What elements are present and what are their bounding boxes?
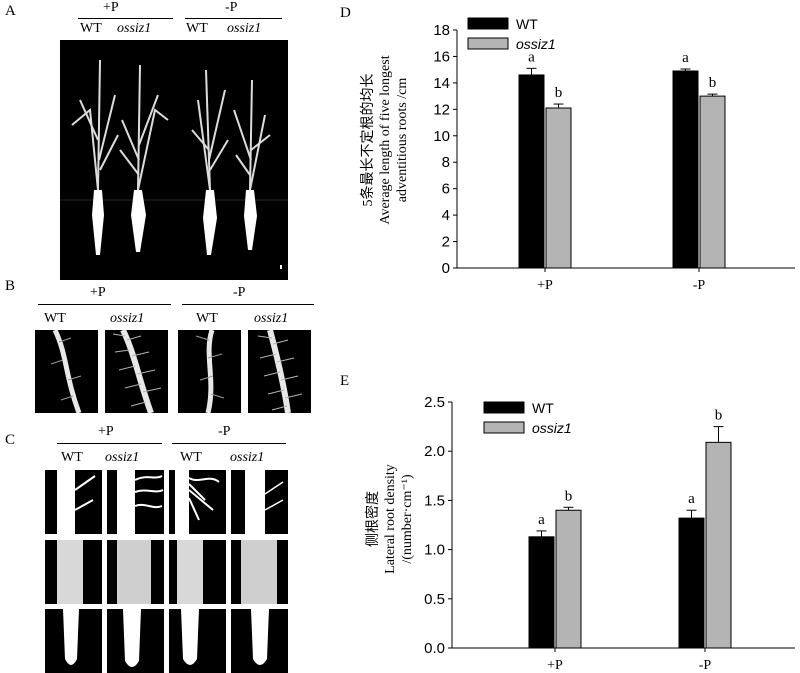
panel-a-rule-minus-p <box>185 18 282 19</box>
chart-d-y-tick-label: 14 <box>433 75 450 92</box>
chart-d-y-tick-label: 18 <box>433 22 450 39</box>
panel-a-genotype-mutant-minus: ossiz1 <box>227 21 262 36</box>
chart-d-panel-letter: D <box>340 5 351 21</box>
chart-d-y-axis-label: 5条最长不定根的均长 <box>359 74 376 207</box>
panel-b-rule-minus-p <box>182 304 314 305</box>
panel-c-genotype-wt-minus: WT <box>180 450 202 465</box>
panel-c-photo-r3-c3 <box>169 609 226 673</box>
panel-c-photo-r3-c2 <box>107 609 164 673</box>
chart-e-significance-label: a <box>688 491 695 507</box>
chart-e-significance-label: a <box>538 512 545 528</box>
panel-c-letter: C <box>5 432 16 448</box>
chart-e-lateral-root-density: E 0.0 0.5 1.0 1.5 2.0 2.5 +P -P a a b b WT ossiz1 侧根密度 L… <box>340 373 795 673</box>
panel-a-rule-plus-p <box>78 18 173 19</box>
chart-e-legend-swatch <box>483 401 525 414</box>
chart-d-legend-swatch <box>467 17 509 30</box>
chart-e-significance-label: b <box>565 488 573 504</box>
chart-e-legend-label: WT <box>532 400 554 416</box>
chart-e-y-tick-label: 1.0 <box>424 542 445 559</box>
panel-c-photo-r3-c4 <box>231 609 288 673</box>
chart-e-legend-swatch <box>483 421 525 434</box>
panel-b-rule-plus-p <box>38 304 171 305</box>
chart-e-bar <box>528 536 555 649</box>
panel-b-genotype-wt-plus: WT <box>44 311 66 326</box>
chart-d-y-tick-label: 8 <box>442 154 450 171</box>
panel-c-rule-plus-p <box>57 443 162 444</box>
panel-a-genotype-mutant-plus: ossiz1 <box>117 21 152 36</box>
panel-c-photo-r1-c4 <box>231 470 288 534</box>
chart-d-bar <box>672 70 699 269</box>
chart-d-y-axis-label: Average length of five longest <box>378 55 393 224</box>
chart-d-legend-label: ossiz1 <box>516 36 556 52</box>
chart-d-bar <box>699 95 726 269</box>
chart-e-x-tick-label: -P <box>699 658 712 673</box>
chart-d-significance-label: a <box>528 49 535 65</box>
chart-d-x-tick-label: -P <box>693 278 706 293</box>
chart-e-x-tick-label: +P <box>547 658 563 673</box>
panel-a-condition-plus-p: +P <box>103 0 119 15</box>
chart-e-bar <box>555 509 582 649</box>
panel-c-rule-minus-p <box>172 443 286 444</box>
chart-e-legend-label: ossiz1 <box>532 420 572 436</box>
chart-d-avg-root-length: D 0 2 4 6 8 10 12 14 16 18 +P -P a a b b WT ossiz1 5条最长不定根的… <box>340 5 795 293</box>
panel-b-genotype-mutant-plus: ossiz1 <box>110 311 145 326</box>
panel-c-genotype-mutant-plus: ossiz1 <box>105 450 140 465</box>
chart-e-y-axis-label: /(number·cm⁻¹) <box>400 474 415 564</box>
panel-c-genotype-wt-plus: WT <box>61 450 83 465</box>
panel-a-plant-photo <box>60 40 288 280</box>
panel-a-condition-minus-p: -P <box>225 0 238 15</box>
panel-c-photo-r2-c4 <box>231 540 288 604</box>
chart-d-y-tick-label: 10 <box>433 128 450 145</box>
panel-a-genotype-wt-plus: WT <box>80 21 102 36</box>
panel-c-photo-r2-c1 <box>45 540 102 604</box>
chart-d-y-tick-label: 16 <box>433 48 450 65</box>
panel-c-photo-r1-c1 <box>45 470 102 534</box>
panel-b-condition-minus-p: -P <box>233 285 246 300</box>
chart-e-y-tick-label: 2.0 <box>424 443 445 460</box>
panel-c-genotype-mutant-minus: ossiz1 <box>230 450 265 465</box>
chart-e-significance-label: b <box>715 408 723 424</box>
panel-b-condition-plus-p: +P <box>90 285 106 300</box>
chart-e-y-tick-label: 0.5 <box>424 591 445 608</box>
panel-b-genotype-mutant-minus: ossiz1 <box>254 311 289 326</box>
panel-a-genotype-wt-minus: WT <box>186 21 208 36</box>
plant-illustration <box>60 59 288 269</box>
panel-c-condition-plus-p: +P <box>98 424 114 439</box>
chart-d-significance-label: b <box>555 85 563 101</box>
chart-e-bar <box>705 441 732 649</box>
chart-e-y-axis-label: Lateral root density <box>383 464 398 574</box>
chart-e-y-tick-label: 2.5 <box>424 394 445 411</box>
panel-c-condition-minus-p: -P <box>218 424 231 439</box>
chart-d-y-tick-label: 12 <box>433 101 450 118</box>
chart-d-significance-label: b <box>709 75 717 91</box>
panel-a-letter: A <box>5 3 16 19</box>
chart-d-y-tick-label: 0 <box>442 260 450 277</box>
chart-d-y-tick-label: 4 <box>442 207 450 224</box>
chart-e-y-tick-label: 0.0 <box>424 640 445 657</box>
panel-c-photo-r1-c2 <box>107 470 164 534</box>
panel-c-photo-r1-c3 <box>169 470 226 534</box>
chart-e-bar <box>678 517 705 649</box>
panel-b-genotype-wt-minus: WT <box>196 311 218 326</box>
chart-d-legend-swatch <box>467 37 509 50</box>
chart-d-bar <box>545 107 572 269</box>
chart-d-legend-label: WT <box>516 16 538 32</box>
chart-d-y-tick-label: 2 <box>442 234 450 251</box>
chart-e-y-axis-label: 侧根密度 <box>364 491 381 547</box>
panel-b-root-photo-3 <box>178 330 241 413</box>
panel-c-photo-r3-c1 <box>45 609 102 673</box>
panel-b-letter: B <box>5 278 16 294</box>
chart-d-y-tick-label: 6 <box>442 181 450 198</box>
chart-d-significance-label: a <box>682 50 689 66</box>
chart-d-bar <box>518 74 545 269</box>
chart-d-x-tick-label: +P <box>537 278 553 293</box>
panel-c-photo-r2-c2 <box>107 540 164 604</box>
panel-b-root-photo-1 <box>35 330 98 413</box>
chart-e-panel-letter: E <box>340 373 349 389</box>
panel-b-root-photo-4 <box>248 330 311 413</box>
panel-b-root-photo-2 <box>105 330 168 413</box>
chart-d-y-axis-label: adventitious roots /cm <box>395 78 410 203</box>
chart-e-y-tick-label: 1.5 <box>424 492 445 509</box>
panel-c-photo-r2-c3 <box>169 540 226 604</box>
